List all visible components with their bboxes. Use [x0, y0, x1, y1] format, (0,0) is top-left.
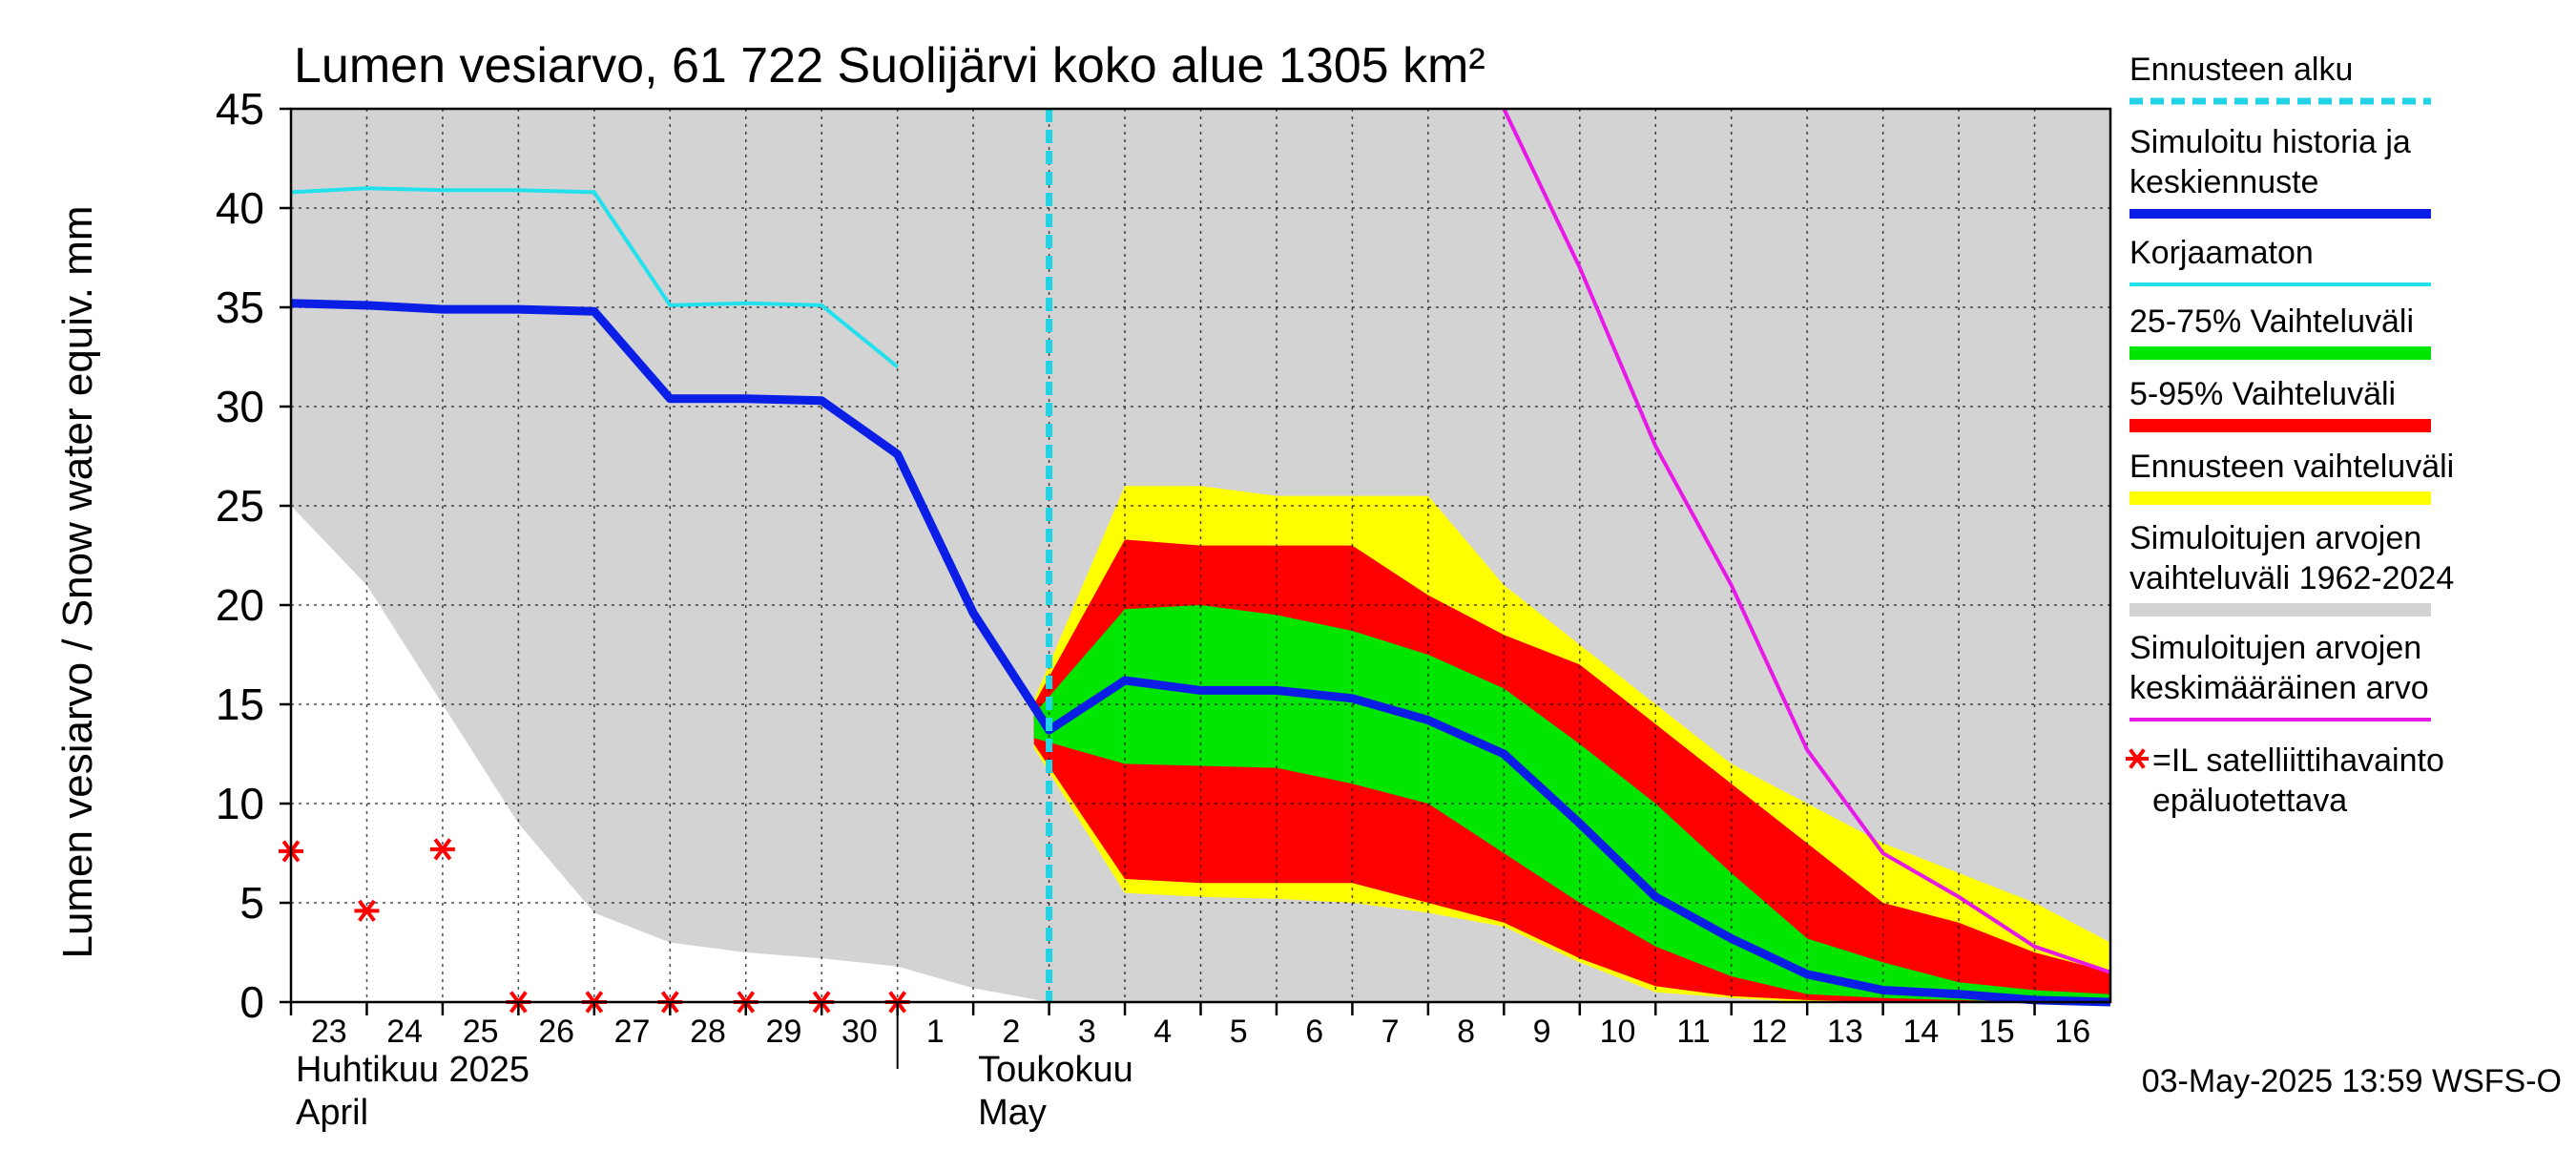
legend-item-hist-range: Simuloitujen arvojen vaihteluväli 1962-20…	[2129, 520, 2454, 617]
x-tick-label: 25	[463, 1014, 499, 1050]
legend-label: Simuloitujen arvojen	[2129, 520, 2421, 556]
month-label-en: April	[296, 1093, 368, 1133]
legend-item-satellite: =IL satelliittihavainto epäluotettava	[2126, 742, 2444, 819]
x-tick-label: 16	[2054, 1014, 2090, 1050]
y-tick-label: 0	[239, 977, 264, 1027]
legend-label: Simuloitujen arvojen	[2129, 630, 2421, 666]
legend: Ennusteen alku Simuloitu historia ja keski…	[2126, 52, 2454, 819]
month-label-en: May	[978, 1093, 1047, 1133]
legend-item-uncorrected: Korjaamaton	[2129, 235, 2431, 286]
legend-label: =IL satelliittihavainto	[2152, 742, 2444, 779]
month-label-fi: Huhtikuu 2025	[296, 1050, 530, 1090]
month-label-fi: Toukokuu	[978, 1050, 1133, 1090]
x-tick-label: 9	[1533, 1014, 1551, 1050]
x-tick-label: 4	[1153, 1014, 1172, 1050]
x-tick-label: 23	[311, 1014, 347, 1050]
marker-stroke	[2129, 748, 2146, 769]
y-tick-label: 25	[216, 481, 264, 531]
x-tick-label: 12	[1752, 1014, 1788, 1050]
p25-75-band	[1033, 605, 2110, 1002]
legend-label: Ennusteen alku	[2129, 52, 2353, 88]
legend-label: keskimääräinen arvo	[2129, 670, 2429, 706]
legend-label: Ennusteen vaihteluväli	[2129, 449, 2454, 485]
x-tick-label: 2	[1002, 1014, 1020, 1050]
x-tick-label: 28	[690, 1014, 726, 1050]
y-tick-label: 45	[216, 84, 264, 134]
historical-mean-line	[1502, 108, 2111, 974]
legend-label: keskiennuste	[2129, 164, 2318, 200]
x-tick-label: 27	[614, 1014, 651, 1050]
legend-item-p25-75: 25-75% Vaihteluväli	[2129, 303, 2431, 360]
uncorrected-line	[290, 186, 899, 368]
marker-stroke	[433, 838, 452, 861]
x-tick-label: 5	[1230, 1014, 1248, 1050]
legend-item-p5-95: 5-95% Vaihteluväli	[2129, 376, 2431, 432]
x-tick-label: 8	[1457, 1014, 1475, 1050]
legend-label: 5-95% Vaihteluväli	[2129, 376, 2396, 412]
legend-label: epäluotettava	[2152, 783, 2347, 819]
timestamp-footer: 03-May-2025 13:59 WSFS-O	[2142, 1063, 2562, 1099]
legend-label: 25-75% Vaihteluväli	[2129, 303, 2414, 340]
x-tick-label: 26	[538, 1014, 574, 1050]
x-tick-label: 14	[1902, 1014, 1939, 1050]
legend-label: vaihteluväli 1962-2024	[2129, 560, 2454, 596]
chart-title: Lumen vesiarvo, 61 722 Suolijärvi koko a…	[294, 38, 1485, 94]
x-tick-label: 3	[1078, 1014, 1096, 1050]
marker-stroke	[358, 899, 376, 922]
satellite-marker	[354, 899, 380, 922]
x-tick-label: 30	[841, 1014, 878, 1050]
y-tick-label: 15	[216, 680, 264, 729]
legend-label: Simuloitu historia ja	[2129, 124, 2411, 160]
y-tick-label: 35	[216, 282, 264, 332]
y-tick-label: 10	[216, 779, 264, 828]
satellite-legend-icon	[2126, 748, 2149, 769]
x-tick-label: 15	[1979, 1014, 2015, 1050]
y-axis-label: Lumen vesiarvo / Snow water equiv. mm	[54, 205, 101, 958]
x-tick-label: 13	[1827, 1014, 1863, 1050]
x-tick-label: 29	[766, 1014, 802, 1050]
x-tick-label: 6	[1305, 1014, 1323, 1050]
satellite-marker	[429, 838, 455, 861]
legend-item-simulated: Simuloitu historia ja keskiennuste	[2129, 124, 2431, 219]
x-tick-label: 10	[1600, 1014, 1636, 1050]
legend-label: Korjaamaton	[2129, 235, 2314, 271]
legend-item-hist-mean: Simuloitujen arvojen keskimääräinen arvo	[2129, 630, 2431, 721]
legend-item-forecast-start: Ennusteen alku	[2129, 52, 2431, 105]
legend-item-forecast-range: Ennusteen vaihteluväli	[2129, 449, 2454, 505]
x-tick-label: 24	[386, 1014, 423, 1050]
x-tick-label: 11	[1676, 1014, 1710, 1050]
y-tick-label: 20	[216, 580, 264, 630]
x-tick-label: 7	[1381, 1014, 1400, 1050]
y-tick-label: 30	[216, 382, 264, 431]
y-tick-label: 5	[239, 878, 264, 928]
x-tick-label: 1	[926, 1014, 945, 1050]
y-tick-label: 40	[216, 183, 264, 233]
simulated-mean-line	[290, 299, 2111, 1007]
